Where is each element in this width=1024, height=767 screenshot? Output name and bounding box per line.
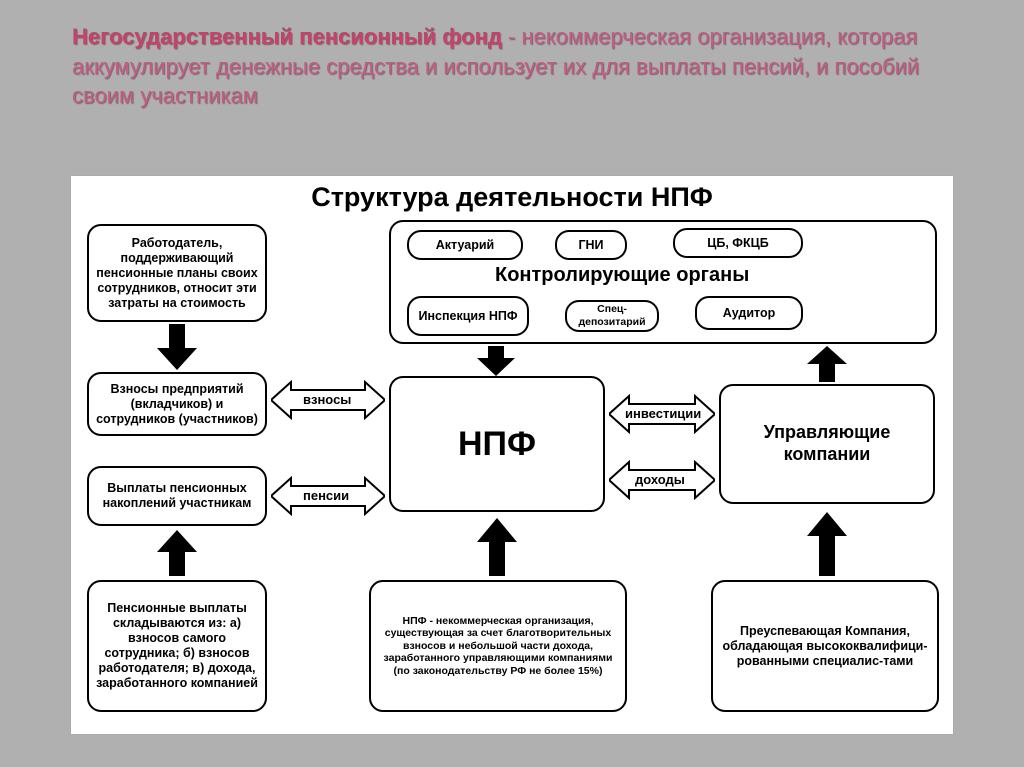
box-npf-def: НПФ - некоммерческая организация, сущест… xyxy=(369,580,627,712)
box-insp: Инспекция НПФ xyxy=(407,296,529,336)
arrow-managing-up xyxy=(807,346,847,382)
box-npf: НПФ xyxy=(389,376,605,512)
diagram-title: Структура деятельности НПФ xyxy=(71,182,953,213)
box-employer-text: Работодатель, поддерживающий пенсионные … xyxy=(95,236,259,311)
header-strong: Негосударственный пенсионный фонд xyxy=(72,24,508,49)
box-payout: Выплаты пенсионных накоплений участникам xyxy=(87,466,267,526)
box-managing-text: Управляющие компании xyxy=(727,422,927,465)
box-pensions-src-text: Пенсионные выплаты складываются из: а) в… xyxy=(95,601,259,691)
page-header: Негосударственный пенсионный фонд - неко… xyxy=(0,0,1024,123)
box-managing: Управляющие компании xyxy=(719,384,935,504)
arrow-npfdef-up xyxy=(477,518,517,576)
box-cb: ЦБ, ФКЦБ xyxy=(673,228,803,258)
label-vznosy: взносы xyxy=(303,392,351,407)
box-npf-text: НПФ xyxy=(458,424,536,465)
box-depo-text: Спец-депозитарий xyxy=(573,303,651,328)
box-prosper-text: Преуспевающая Компания, обладающая высок… xyxy=(719,624,931,669)
box-payout-text: Выплаты пенсионных накоплений участникам xyxy=(95,481,259,511)
box-npf-def-text: НПФ - некоммерческая организация, сущест… xyxy=(377,615,619,678)
label-dohody: доходы xyxy=(635,472,685,487)
arrow-frame-down xyxy=(477,346,515,376)
box-depo: Спец-депозитарий xyxy=(565,300,659,332)
arrow-pensions-up xyxy=(157,530,197,576)
box-pensions-src: Пенсионные выплаты складываются из: а) в… xyxy=(87,580,267,712)
arrow-prosper-up xyxy=(807,512,847,576)
arrow-employer-down xyxy=(157,324,197,370)
box-employer: Работодатель, поддерживающий пенсионные … xyxy=(87,224,267,322)
box-auditor: Аудитор xyxy=(695,296,803,330)
box-auditor-text: Аудитор xyxy=(723,306,776,321)
diagram-canvas: Структура деятельности НПФ Контролирующи… xyxy=(70,175,954,735)
label-invest: инвестиции xyxy=(625,406,701,421)
label-pensii: пенсии xyxy=(303,488,349,503)
box-insp-text: Инспекция НПФ xyxy=(418,309,517,324)
box-actuary-text: Актуарий xyxy=(436,238,494,253)
box-gni: ГНИ xyxy=(555,230,627,260)
box-cb-text: ЦБ, ФКЦБ xyxy=(707,236,768,251)
controlling-frame-label: Контролирующие органы xyxy=(495,264,749,287)
box-actuary: Актуарий xyxy=(407,230,523,260)
box-contrib: Взносы предприятий (вкладчиков) и сотруд… xyxy=(87,372,267,436)
box-prosper: Преуспевающая Компания, обладающая высок… xyxy=(711,580,939,712)
box-gni-text: ГНИ xyxy=(578,238,603,253)
box-contrib-text: Взносы предприятий (вкладчиков) и сотруд… xyxy=(95,382,259,427)
